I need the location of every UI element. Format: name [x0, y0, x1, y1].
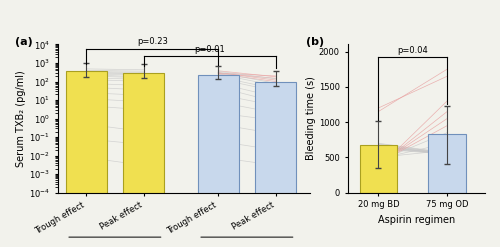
X-axis label: Aspirin regimen: Aspirin regimen — [378, 215, 455, 225]
Y-axis label: Serum TXB₂ (pg/ml): Serum TXB₂ (pg/ml) — [16, 70, 26, 167]
Text: (b): (b) — [306, 37, 324, 47]
Text: p=0.04: p=0.04 — [398, 46, 428, 55]
Text: p=0.01: p=0.01 — [194, 44, 225, 54]
Y-axis label: Bleeding time (s): Bleeding time (s) — [306, 77, 316, 161]
Bar — [123, 73, 164, 247]
Bar — [198, 75, 239, 247]
Bar — [360, 145, 398, 193]
Text: p=0.23: p=0.23 — [137, 38, 168, 46]
Text: (a): (a) — [14, 37, 32, 47]
Bar — [255, 82, 296, 247]
Bar — [66, 71, 107, 247]
Bar — [428, 134, 466, 193]
